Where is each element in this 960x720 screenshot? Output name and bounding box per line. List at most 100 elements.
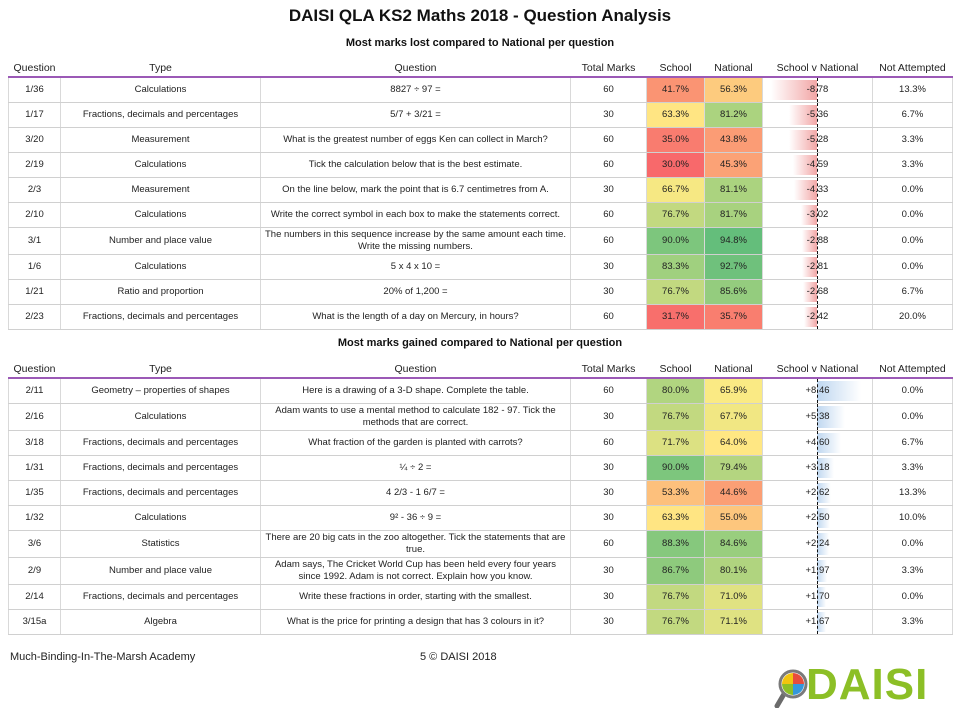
cell-national: 80.1% [704,557,763,585]
cell-not-attempted: 20.0% [872,304,953,330]
cell-type: Calculations [60,403,261,431]
table-row: 1/35 Fractions, decimals and percentages 4… [8,480,953,506]
cell-type: Calculations [60,202,261,228]
cell-question-text: Write these fractions in order, starting… [260,584,571,610]
table-header-row: Question Type Question Total Marks Schoo… [8,361,953,379]
cell-total-marks: 60 [570,202,647,228]
cell-question-number: 2/23 [8,304,61,330]
cell-school: 90.0% [646,227,705,255]
table-row: 2/23 Fractions, decimals and percentages W… [8,304,953,330]
svn-bar [801,204,817,225]
cell-not-attempted: 3.3% [872,127,953,153]
cell-not-attempted: 3.3% [872,455,953,481]
table-row: 3/1 Number and place value The numbers in … [8,227,953,255]
cell-school-v-national: +8.46 [762,378,873,404]
header-total-marks: Total Marks [570,361,647,379]
cell-question-number: 3/20 [8,127,61,153]
footer-academy-name: Much-Binding-In-The-Marsh Academy [10,651,196,663]
svn-bar [802,281,817,302]
cell-school-v-national: -2.42 [762,304,873,330]
cell-school-v-national: -3.02 [762,202,873,228]
cell-school: 90.0% [646,455,705,481]
svn-bar [771,80,817,100]
cell-school: 76.7% [646,609,705,635]
table-row: 1/32 Calculations 9² - 36 ÷ 9 = 30 63.3% 55.0… [8,505,953,531]
svn-bar [793,154,817,175]
cell-question-number: 1/21 [8,279,61,305]
svn-bar [789,129,817,150]
header-school-v-national: School v National [762,60,873,78]
cell-total-marks: 30 [570,609,647,635]
cell-question-text: 20% of 1,200 = [260,279,571,305]
cell-total-marks: 60 [570,77,647,103]
cell-school: 76.7% [646,403,705,431]
header-question-text: Question [260,60,571,78]
cell-total-marks: 60 [570,227,647,255]
cell-national: 81.1% [704,177,763,203]
table-header-row: Question Type Question Total Marks Schoo… [8,60,953,78]
svn-value: +4.60 [805,436,830,448]
cell-national: 67.7% [704,403,763,431]
cell-not-attempted: 0.0% [872,403,953,431]
svn-value: +8.46 [805,384,830,396]
cell-not-attempted: 10.0% [872,505,953,531]
cell-school-v-national: +1.70 [762,584,873,610]
table-row: 2/10 Calculations Write the correct symbol… [8,202,953,228]
cell-school: 76.7% [646,202,705,228]
cell-question-text: 9² - 36 ÷ 9 = [260,505,571,531]
cell-national: 71.1% [704,609,763,635]
cell-total-marks: 60 [570,127,647,153]
header-question-text: Question [260,361,571,379]
table-row: 2/16 Calculations Adam wants to use a ment… [8,403,953,431]
svn-axis-line [817,202,818,226]
cell-question-number: 3/18 [8,430,61,456]
cell-not-attempted: 6.7% [872,279,953,305]
cell-not-attempted: 0.0% [872,584,953,610]
cell-school-v-national: +5.38 [762,403,873,431]
cell-school-v-national: -4.33 [762,177,873,203]
cell-question-number: 1/32 [8,505,61,531]
cell-type: Fractions, decimals and percentages [60,430,261,456]
svn-value: +2.24 [805,537,830,549]
cell-total-marks: 60 [570,152,647,178]
cell-not-attempted: 0.0% [872,177,953,203]
table-marks-gained: Question Type Question Total Marks Schoo… [8,361,953,635]
svn-value: -2.68 [806,285,829,297]
table-row: 3/6 Statistics There are 20 big cats in th… [8,530,953,558]
cell-school-v-national: +2.62 [762,480,873,506]
cell-question-text: On the line below, mark the point that i… [260,177,571,203]
cell-not-attempted: 0.0% [872,378,953,404]
cell-question-text: 4 2/3 - 1 6/7 = [260,480,571,506]
cell-national: 44.6% [704,480,763,506]
header-national: National [704,361,763,379]
svn-value: -3.02 [806,208,829,220]
cell-school: 63.3% [646,102,705,128]
header-question-number: Question [8,60,61,78]
cell-question-number: 2/16 [8,403,61,431]
cell-question-text: There are 20 big cats in the zoo altoget… [260,530,571,558]
svn-axis-line [817,227,818,253]
cell-school: 53.3% [646,480,705,506]
cell-school-v-national: -2.88 [762,227,873,255]
cell-school: 41.7% [646,77,705,103]
cell-total-marks: 30 [570,557,647,585]
cell-not-attempted: 6.7% [872,102,953,128]
cell-type: Calculations [60,505,261,531]
svn-value: -5.36 [806,108,829,120]
cell-national: 79.4% [704,455,763,481]
cell-not-attempted: 0.0% [872,202,953,228]
magnifier-pie-icon [774,669,808,708]
cell-school: 76.7% [646,279,705,305]
cell-total-marks: 60 [570,378,647,404]
cell-national: 84.6% [704,530,763,558]
svn-bar [794,179,817,200]
cell-total-marks: 30 [570,403,647,431]
cell-school: 76.7% [646,584,705,610]
cell-question-text: Adam says, The Cricket World Cup has bee… [260,557,571,585]
svn-bar [788,104,817,125]
svn-value: +3.18 [805,461,830,473]
header-total-marks: Total Marks [570,60,647,78]
cell-question-text: Write the correct symbol in each box to … [260,202,571,228]
svn-axis-line [817,254,818,278]
cell-school-v-national: +4.60 [762,430,873,456]
